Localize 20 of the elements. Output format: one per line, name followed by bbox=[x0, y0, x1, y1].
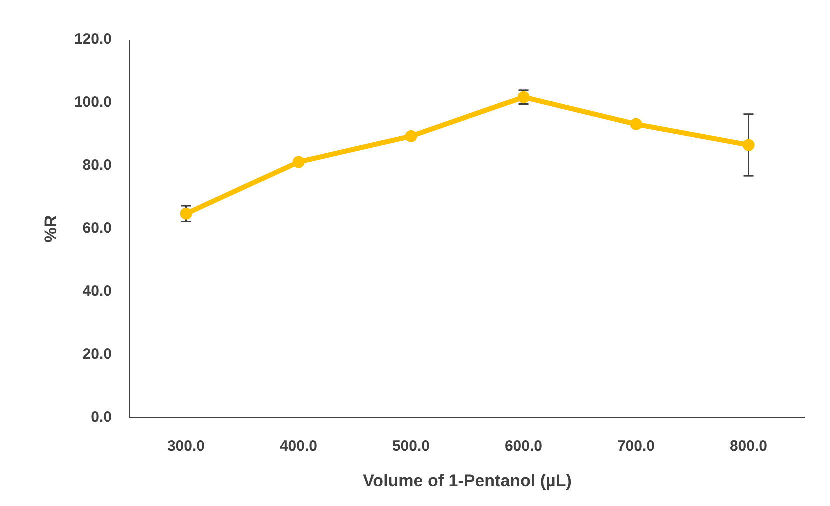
point bbox=[405, 130, 418, 142]
y-tick-label: 0.0 bbox=[91, 408, 112, 426]
point bbox=[630, 118, 642, 130]
point bbox=[742, 139, 755, 152]
y-tick-label: 100.0 bbox=[74, 94, 112, 111]
point bbox=[292, 156, 305, 168]
x-tick-label: 800.0 bbox=[730, 438, 768, 455]
x-axis-title: Volume of 1-Pentanol (µL) bbox=[363, 471, 572, 490]
point bbox=[180, 208, 192, 220]
x-tick-label: 300.0 bbox=[167, 438, 206, 455]
y-tick-label: 80.0 bbox=[82, 156, 112, 174]
y-tick-label: 40.0 bbox=[82, 282, 112, 300]
x-tick-label: 500.0 bbox=[392, 438, 430, 455]
y-tick-label: 60.0 bbox=[82, 220, 112, 237]
y-axis-title: %R bbox=[41, 215, 60, 243]
x-tick-label: 700.0 bbox=[617, 438, 656, 455]
x-tick-label: 400.0 bbox=[280, 438, 318, 455]
y-tick-label: 20.0 bbox=[82, 346, 112, 363]
x-tick-label: 600.0 bbox=[504, 438, 543, 455]
y-tick-label: 120.0 bbox=[74, 30, 112, 48]
